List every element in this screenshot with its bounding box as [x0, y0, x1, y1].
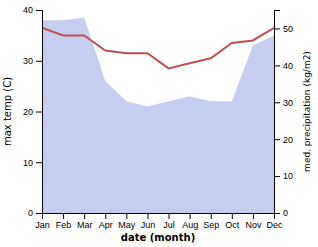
tick: Nov — [245, 213, 262, 230]
y-axis-title: max temp (C) — [2, 77, 13, 146]
tick: Mar — [77, 213, 93, 230]
tick-mark — [274, 213, 280, 214]
tick-mark — [274, 28, 280, 29]
tick: 10 — [23, 158, 42, 168]
tick-label: Feb — [56, 220, 72, 230]
tick-label: 20 — [283, 135, 293, 145]
tick-label: 0 — [283, 208, 288, 218]
tick-mark — [36, 112, 42, 113]
tick: 30 — [274, 98, 293, 108]
tick: Feb — [56, 213, 72, 230]
tick-mark — [274, 102, 280, 103]
tick-label: Apr — [99, 220, 113, 230]
tick-label: Dec — [266, 220, 283, 230]
tick: 40 — [23, 5, 42, 15]
tick: 40 — [274, 61, 293, 71]
tick-label: May — [118, 220, 136, 230]
tick: Apr — [99, 213, 113, 230]
tick: Oct — [225, 213, 240, 230]
tick-label: Jul — [163, 220, 175, 230]
tick: Dec — [266, 213, 283, 230]
tick-mark — [126, 213, 127, 219]
line — [42, 28, 274, 69]
tick: 50 — [274, 24, 293, 34]
tick-mark — [274, 65, 280, 66]
tick-label: 30 — [23, 56, 33, 66]
tick-label: 50 — [283, 24, 293, 34]
tick: Sep — [203, 213, 219, 230]
tick-mark — [211, 213, 212, 219]
tick-label: Nov — [245, 220, 262, 230]
tick: 10 — [274, 171, 293, 181]
tick-label: 0 — [28, 208, 33, 218]
tick-mark — [169, 213, 170, 219]
tick-mark — [253, 213, 254, 219]
area — [42, 18, 274, 213]
tick-mark — [190, 213, 191, 219]
tick: 0 — [28, 208, 42, 218]
tick-mark — [105, 213, 106, 219]
tick-mark — [36, 213, 42, 214]
tick-label: Jan — [35, 220, 50, 230]
axis-line — [275, 11, 281, 214]
tick-label: Sep — [203, 220, 219, 230]
tick: Jun — [141, 213, 156, 230]
tick: Jan — [35, 213, 50, 230]
x-axis: Jan Feb Mar Apr May Jun Jul Aug Sep Oct Nov Dec — [35, 213, 283, 230]
tick: Jul — [163, 213, 175, 230]
tick-mark — [36, 10, 42, 11]
tick-label: 30 — [283, 98, 293, 108]
tick-mark — [84, 213, 85, 219]
y2-axis-title: med. precipitation (kg/m2) — [302, 51, 312, 172]
plot: JanFebMarAprMayJunJulAugSepOctNovDec0102… — [23, 5, 293, 230]
tick: 0 — [274, 208, 288, 218]
tick-mark — [147, 213, 148, 219]
tick-mark — [274, 176, 280, 177]
tick-label: Aug — [182, 220, 198, 230]
tick-label: 40 — [283, 61, 293, 71]
tick: Aug — [182, 213, 198, 230]
tick: 30 — [23, 56, 42, 66]
tick-label: Mar — [77, 220, 93, 230]
marks — [42, 18, 274, 213]
tick-label: Jun — [141, 220, 156, 230]
tick-label: 40 — [23, 5, 33, 15]
axis-line — [36, 11, 43, 214]
y2-axis: 0 10 20 30 40 50 — [274, 11, 293, 219]
tick-mark — [63, 213, 64, 219]
chart: JanFebMarAprMayJunJulAugSepOctNovDec0102… — [0, 0, 318, 247]
tick-label: Oct — [225, 220, 240, 230]
tick-label: 10 — [283, 171, 293, 181]
tick-mark — [274, 139, 280, 140]
x-axis-title: date (month) — [121, 232, 195, 243]
tick: 20 — [274, 135, 293, 145]
y-axis: 0 10 20 30 40 — [23, 5, 43, 218]
tick-mark — [36, 61, 42, 62]
axis-line — [43, 214, 275, 220]
tick: 20 — [23, 107, 42, 117]
tick-mark — [36, 162, 42, 163]
tick: May — [118, 213, 136, 230]
tick-label: 20 — [23, 107, 33, 117]
tick-mark — [232, 213, 233, 219]
tick-label: 10 — [23, 158, 33, 168]
